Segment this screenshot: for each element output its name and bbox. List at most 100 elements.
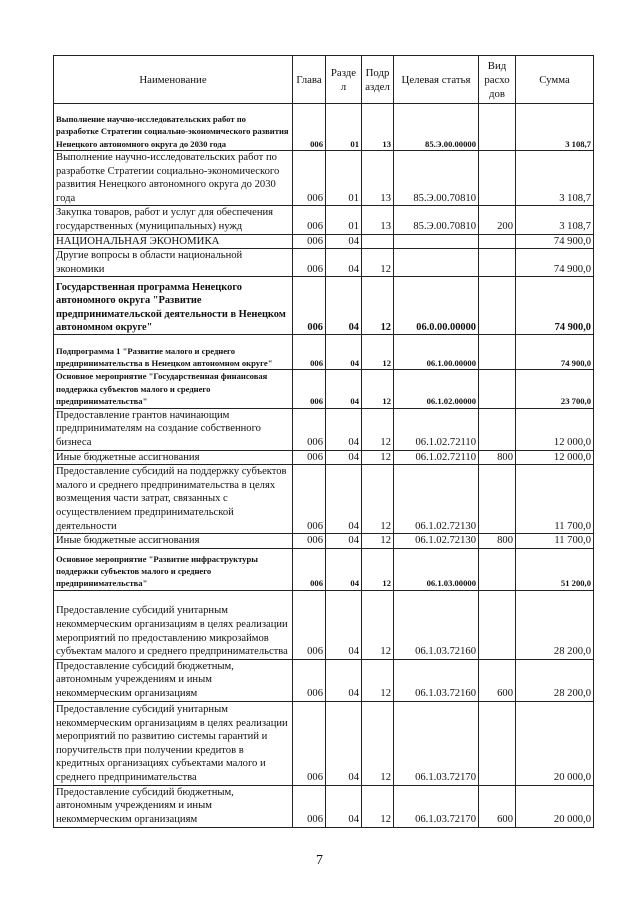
cell-podrazdel: 12 [361, 334, 394, 371]
table-header: Наименование Глава Разде л Подр аздел Це… [53, 55, 594, 104]
cell-podrazdel: 13 [361, 103, 394, 151]
cell-vr [478, 369, 516, 409]
cell-summa: 11 700,0 [515, 533, 594, 549]
cell-name: Иные бюджетные ассигнования [53, 449, 293, 466]
cell-cs: 06.1.02.72130 [393, 533, 479, 549]
cell-razdel: 04 [325, 334, 362, 371]
cell-glava: 006 [292, 276, 326, 336]
cell-glava: 006 [292, 334, 326, 371]
cell-razdel: 04 [325, 369, 362, 409]
cell-vr: 200 [478, 205, 516, 235]
cell-vr: 800 [478, 533, 516, 549]
cell-summa: 3 108,7 [515, 205, 594, 235]
cell-cs: 85.Э.00.00000 [393, 103, 479, 151]
cell-glava: 006 [292, 700, 326, 786]
cell-glava: 006 [292, 464, 326, 535]
cell-glava: 006 [292, 103, 326, 151]
table-row: Предоставление субсидий бюджетным, автон… [53, 658, 594, 702]
cell-summa: 3 108,7 [515, 149, 594, 207]
cell-cs: 06.0.00.00000 [393, 276, 479, 336]
table-row: Выполнение научно-исследовательских рабо… [53, 103, 594, 151]
cell-razdel: 01 [325, 103, 362, 151]
cell-glava: 006 [292, 589, 326, 660]
cell-name: Предоставление грантов начинающим предпр… [53, 407, 293, 451]
budget-table: Наименование Глава Разде л Подр аздел Це… [53, 55, 594, 828]
cell-razdel: 01 [325, 205, 362, 235]
cell-name: Подпрограмма 1 "Развитие малого и средне… [53, 334, 293, 371]
cell-cs: 06.1.03.72160 [393, 658, 479, 702]
cell-name: Выполнение научно-исследовательских рабо… [53, 103, 293, 151]
header-podrazdel: Подр аздел [361, 55, 394, 104]
cell-vr [478, 700, 516, 786]
cell-summa: 74 900,0 [515, 334, 594, 371]
table-row: Предоставление субсидий унитарным некомм… [53, 589, 594, 660]
cell-razdel: 04 [325, 407, 362, 451]
cell-glava: 006 [292, 407, 326, 451]
cell-razdel: 04 [325, 449, 362, 466]
cell-cs: 06.1.03.00000 [393, 547, 479, 591]
header-expense-type: Вид расхо дов [478, 55, 516, 104]
cell-razdel: 04 [325, 658, 362, 702]
cell-podrazdel: 12 [361, 276, 394, 336]
cell-razdel: 04 [325, 589, 362, 660]
cell-name: Предоставление субсидий унитарным некомм… [53, 700, 293, 786]
cell-vr [478, 233, 516, 250]
cell-summa: 28 200,0 [515, 658, 594, 702]
table-row: Предоставление субсидий бюджетным, автон… [53, 784, 594, 828]
cell-vr [478, 589, 516, 660]
cell-razdel: 04 [325, 464, 362, 535]
cell-podrazdel: 12 [361, 700, 394, 786]
cell-glava: 006 [292, 205, 326, 235]
cell-vr: 600 [478, 784, 516, 828]
cell-summa: 20 000,0 [515, 784, 594, 828]
cell-glava: 006 [292, 449, 326, 466]
table-row: НАЦИОНАЛЬНАЯ ЭКОНОМИКА 006 04 74 900,0 [53, 233, 594, 250]
cell-cs: 85.Э.00.70810 [393, 205, 479, 235]
cell-podrazdel: 12 [361, 248, 394, 278]
cell-cs: 06.1.02.72110 [393, 449, 479, 466]
table-row: Иные бюджетные ассигнования 006 04 12 06.1.0… [53, 533, 594, 549]
cell-vr [478, 248, 516, 278]
cell-name: Выполнение научно-исследовательских рабо… [53, 149, 293, 207]
cell-razdel: 04 [325, 248, 362, 278]
cell-podrazdel: 12 [361, 547, 394, 591]
cell-summa: 3 108,7 [515, 103, 594, 151]
cell-vr [478, 464, 516, 535]
cell-name: Предоставление субсидий бюджетным, автон… [53, 658, 293, 702]
cell-vr: 800 [478, 449, 516, 466]
cell-podrazdel: 13 [361, 205, 394, 235]
cell-glava: 006 [292, 658, 326, 702]
cell-name: Предоставление субсидий унитарным некомм… [53, 589, 293, 660]
cell-razdel: 04 [325, 276, 362, 336]
cell-podrazdel: 12 [361, 464, 394, 535]
cell-glava: 006 [292, 248, 326, 278]
cell-glava: 006 [292, 149, 326, 207]
table-row: Иные бюджетные ассигнования 006 04 12 06.1.0… [53, 449, 594, 466]
header-sum: Сумма [515, 55, 594, 104]
table-row: Выполнение научно-исследовательских рабо… [53, 149, 594, 207]
cell-summa: 51 200,0 [515, 547, 594, 591]
header-name: Наименование [53, 55, 293, 104]
cell-razdel: 04 [325, 700, 362, 786]
cell-podrazdel: 12 [361, 658, 394, 702]
cell-summa: 12 000,0 [515, 407, 594, 451]
cell-cs: 06.1.02.00000 [393, 369, 479, 409]
cell-name: Государственная программа Ненецкого авто… [53, 276, 293, 336]
cell-razdel: 04 [325, 784, 362, 828]
cell-name: Основное мероприятие "Развитие инфрастру… [53, 547, 293, 591]
cell-razdel: 04 [325, 233, 362, 250]
cell-razdel: 04 [325, 533, 362, 549]
cell-name: Закупка товаров, работ и услуг для обесп… [53, 205, 293, 235]
table-row: Основное мероприятие "Развитие инфрастру… [53, 547, 594, 591]
cell-summa: 12 000,0 [515, 449, 594, 466]
cell-glava: 006 [292, 233, 326, 250]
table-row: Государственная программа Ненецкого авто… [53, 276, 594, 336]
cell-podrazdel: 12 [361, 533, 394, 549]
cell-podrazdel [361, 233, 394, 250]
cell-vr: 600 [478, 658, 516, 702]
header-razdel: Разде л [325, 55, 362, 104]
cell-glava: 006 [292, 784, 326, 828]
cell-cs: 06.1.00.00000 [393, 334, 479, 371]
table-row: Закупка товаров, работ и услуг для обесп… [53, 205, 594, 235]
cell-razdel: 04 [325, 547, 362, 591]
